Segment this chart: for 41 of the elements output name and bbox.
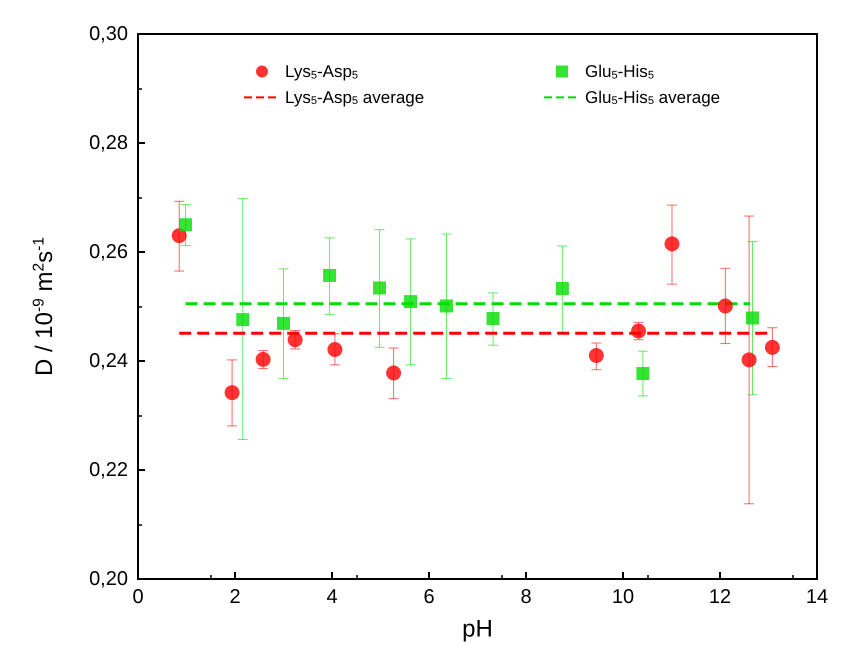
x-tick-label: 14 bbox=[806, 586, 828, 608]
y-tick-label: 0,22 bbox=[89, 459, 128, 481]
point bbox=[588, 348, 604, 364]
x-tick-label: 4 bbox=[326, 586, 338, 608]
point bbox=[373, 281, 386, 294]
x-axis-title: pH bbox=[462, 616, 493, 642]
point bbox=[327, 342, 342, 358]
point bbox=[764, 340, 780, 355]
x-tick-label: 2 bbox=[229, 586, 241, 608]
point bbox=[179, 218, 192, 232]
point bbox=[440, 299, 453, 312]
x-tick-label: 10 bbox=[612, 586, 634, 608]
y-tick-label: 0,24 bbox=[89, 350, 128, 372]
x-tick-label: 8 bbox=[520, 586, 532, 608]
x-tick-label: 6 bbox=[423, 586, 435, 608]
point bbox=[224, 385, 240, 400]
legend-label: Lys5-Asp5 bbox=[285, 62, 358, 82]
y-tick-label: 0,30 bbox=[89, 23, 128, 45]
legend-label: Glu5-His5 bbox=[585, 62, 654, 82]
y-tick-label: 0,28 bbox=[89, 132, 128, 154]
point bbox=[323, 268, 336, 282]
legend-label: Glu5-His5 average bbox=[585, 88, 720, 108]
y-tick-label: 0,20 bbox=[89, 568, 128, 590]
point bbox=[386, 365, 402, 380]
point bbox=[556, 282, 569, 296]
point bbox=[404, 295, 418, 308]
y-tick-label: 0,26 bbox=[89, 241, 128, 263]
y-axis-title: D / 10-9 m2s-1 bbox=[30, 236, 58, 376]
point bbox=[277, 316, 290, 330]
x-tick-label: 0 bbox=[132, 586, 144, 608]
point bbox=[718, 298, 733, 314]
point bbox=[172, 228, 187, 244]
point bbox=[288, 332, 303, 348]
point bbox=[636, 367, 650, 380]
point bbox=[486, 312, 500, 325]
legend-label: Lys5-Asp5 average bbox=[285, 88, 424, 108]
point bbox=[742, 352, 757, 368]
x-tick-label: 12 bbox=[708, 586, 732, 608]
point bbox=[664, 236, 680, 252]
point bbox=[236, 313, 250, 326]
point bbox=[746, 311, 759, 324]
